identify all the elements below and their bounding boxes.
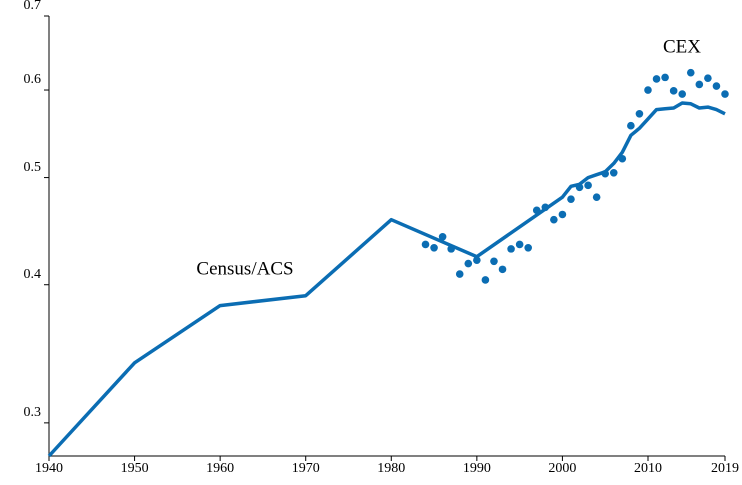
point (618, 154, 627, 163)
point (721, 90, 729, 98)
y-tick-label: 0.6 (24, 72, 42, 87)
point (550, 215, 558, 224)
x-tick-label: 1990 (463, 461, 491, 476)
x-tick-label: 2000 (548, 461, 576, 476)
point (430, 243, 438, 252)
point (464, 259, 473, 268)
point (704, 74, 712, 82)
annotation: Census/ACS (196, 258, 293, 279)
point (661, 73, 669, 82)
x-tick-label: 2019 (711, 461, 739, 476)
line (47, 101, 726, 458)
point (652, 75, 661, 83)
y-tick-label: 0.3 (24, 405, 42, 420)
point (669, 87, 678, 95)
point (481, 276, 490, 284)
y-tick-label: 0.4 (24, 267, 42, 282)
annotation: CEX (663, 36, 701, 57)
point (712, 82, 721, 90)
point (473, 256, 481, 264)
point (678, 90, 687, 98)
point (498, 265, 507, 274)
x-tick-label: 1980 (377, 461, 405, 476)
point (507, 245, 515, 253)
point (421, 240, 430, 249)
point (575, 183, 584, 192)
point (609, 168, 618, 177)
point (584, 181, 592, 190)
point (515, 240, 524, 249)
point (447, 245, 455, 253)
point (601, 169, 610, 178)
point (635, 110, 644, 118)
point (438, 232, 447, 241)
point (686, 68, 695, 77)
y-tick-label: 0.5 (24, 160, 42, 175)
point (592, 193, 601, 201)
x-tick-label: 1950 (121, 461, 149, 476)
x-tick-label: 1960 (206, 461, 234, 476)
point (627, 121, 635, 130)
point (695, 80, 704, 89)
y-tick-label: 0.7 (24, 0, 42, 13)
x-tick-label: 1940 (35, 461, 63, 476)
x-tick-label: 1970 (292, 461, 320, 476)
point (567, 195, 575, 203)
point (455, 270, 464, 278)
point (490, 257, 498, 266)
point (532, 206, 541, 215)
point (541, 203, 550, 212)
point (558, 210, 567, 219)
point (644, 86, 652, 94)
x-tick-label: 2010 (634, 461, 662, 476)
point (524, 243, 532, 252)
